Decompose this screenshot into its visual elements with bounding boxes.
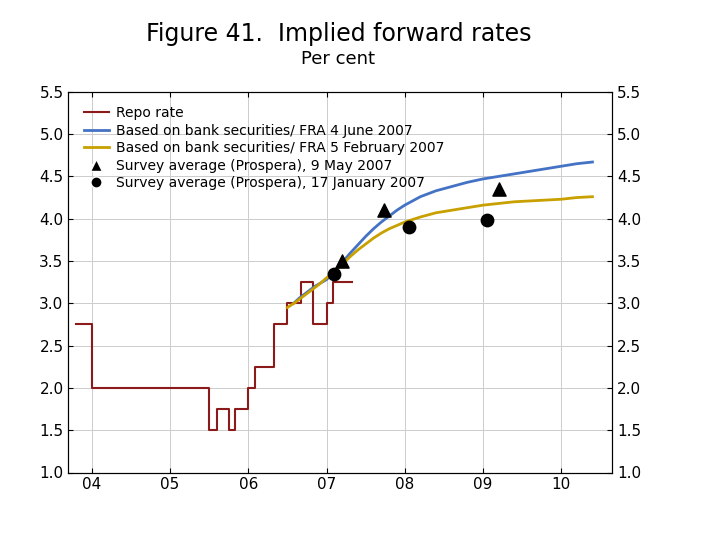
Text: Figure 41.  Implied forward rates: Figure 41. Implied forward rates (145, 22, 531, 46)
Text: Per cent: Per cent (302, 50, 375, 68)
Legend: Repo rate, Based on bank securities/ FRA 4 June 2007, Based on bank securities/ : Repo rate, Based on bank securities/ FRA… (78, 100, 449, 195)
Text: SVERIGES
RIKSBANK: SVERIGES RIKSBANK (635, 43, 679, 63)
Point (481, 216, 492, 225)
Point (328, 269, 340, 278)
Point (492, 185, 504, 193)
Point (378, 206, 390, 214)
Text: Sources: Prospera Research AB and the Riksbank: Sources: Prospera Research AB and the Ri… (171, 513, 549, 528)
Point (403, 223, 415, 232)
Point (336, 256, 348, 265)
